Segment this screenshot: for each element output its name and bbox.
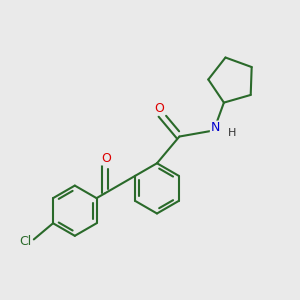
Text: N: N bbox=[211, 121, 220, 134]
Text: Cl: Cl bbox=[19, 235, 31, 248]
Text: O: O bbox=[154, 102, 164, 115]
Text: O: O bbox=[101, 152, 111, 165]
Text: H: H bbox=[228, 128, 236, 138]
